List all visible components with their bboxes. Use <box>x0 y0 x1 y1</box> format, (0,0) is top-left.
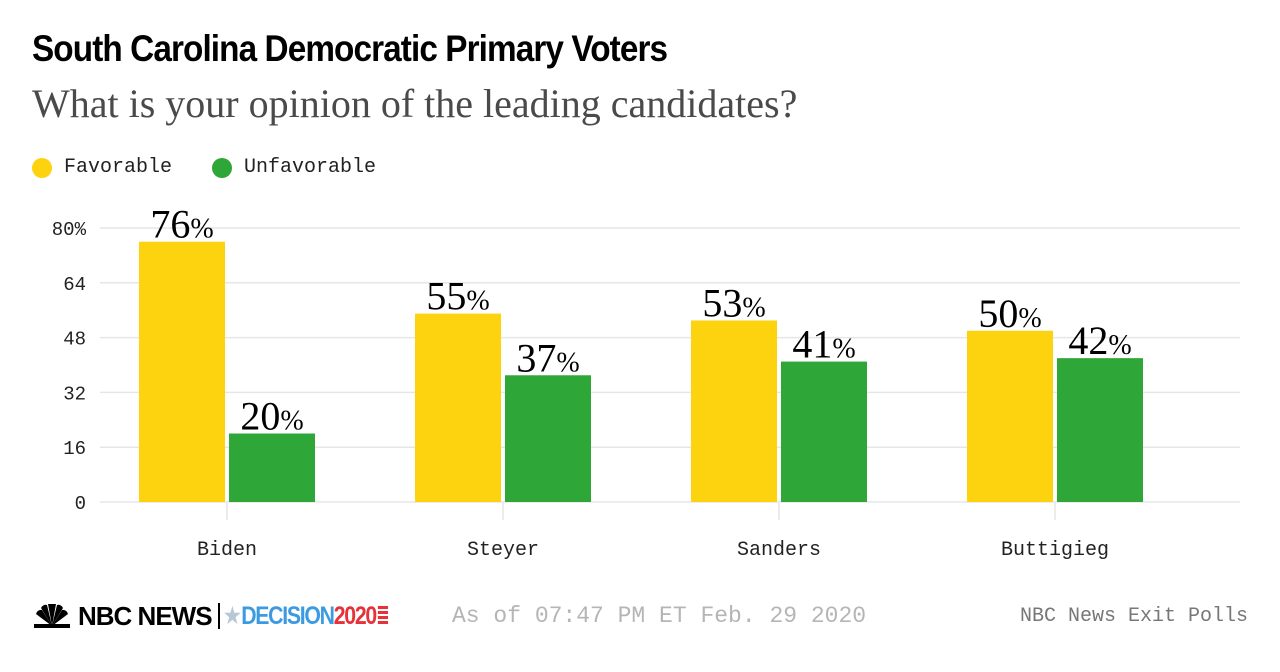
legend-label-favorable: Favorable <box>64 156 173 179</box>
bar-favorable-sanders <box>691 320 777 502</box>
y-tick-label: 80% <box>52 219 87 241</box>
value-label: 50% <box>978 291 1041 336</box>
decision-text: DECISION <box>240 601 335 630</box>
bar-unfavorable-steyer <box>505 375 591 502</box>
decision-2020-logo: ★ DECISION 2020 <box>224 602 388 631</box>
value-label: 55% <box>426 274 489 319</box>
value-label: 41% <box>792 322 855 367</box>
legend-swatch-favorable <box>32 157 52 178</box>
nbc-news-logo: NBC NEWS <box>32 600 213 632</box>
legend-swatch-unfavorable <box>212 157 233 178</box>
bar-favorable-steyer <box>415 313 501 502</box>
chart-subtitle: What is your opinion of the leading cand… <box>32 81 798 126</box>
x-tick-label: Steyer <box>467 539 539 562</box>
y-axis-ticks: 0 16 32 48 64 80% <box>52 219 87 515</box>
value-labels: 76% 20% 55% 37% 53% 41% 50% 42% <box>150 202 1131 439</box>
y-tick-label: 32 <box>63 383 86 405</box>
y-tick-label: 16 <box>63 438 86 460</box>
legend-item-unfavorable: Unfavorable <box>212 156 376 179</box>
nbc-news-wordmark: NBC NEWS <box>78 600 213 631</box>
x-tick-label: Buttigieg <box>1001 539 1109 562</box>
chart-title: South Carolina Democratic Primary Voters <box>32 28 668 69</box>
bar-favorable-biden <box>139 241 225 502</box>
bar-chart: 0 16 32 48 64 80% 76% 20% 55% 37% 53% 41% 50% 42% Bi… <box>52 202 1240 562</box>
source-label: NBC News Exit Polls <box>1019 604 1248 628</box>
flag-stripes-icon <box>377 606 388 626</box>
value-label: 37% <box>516 335 579 380</box>
y-tick-label: 48 <box>63 329 86 351</box>
bar-unfavorable-sanders <box>781 361 867 502</box>
value-label: 42% <box>1068 318 1131 363</box>
timestamp: As of 07:47 PM ET Feb. 29 2020 <box>452 603 867 629</box>
value-label: 76% <box>150 202 213 247</box>
star-icon: ★ <box>223 603 241 628</box>
bar-favorable-buttigieg <box>967 330 1053 502</box>
y-tick-label: 64 <box>63 274 86 296</box>
peacock-icon <box>34 604 70 628</box>
logo-divider <box>217 603 220 629</box>
footer: NBC NEWS ★ DECISION 2020 As of 07:47 PM … <box>32 596 1248 636</box>
decision-year: 2020 <box>333 601 376 630</box>
x-tick-label: Sanders <box>737 539 821 562</box>
bar-unfavorable-buttigieg <box>1057 358 1143 502</box>
y-tick-label: 0 <box>75 493 86 515</box>
bar-unfavorable-biden <box>229 433 315 502</box>
value-label: 53% <box>702 280 765 325</box>
x-axis-ticks: Biden Steyer Sanders Buttigieg <box>197 502 1109 562</box>
value-label: 20% <box>240 394 303 439</box>
legend-item-favorable: Favorable <box>32 156 172 179</box>
legend: Favorable Unfavorable <box>32 156 416 179</box>
legend-label-unfavorable: Unfavorable <box>244 156 377 179</box>
bars <box>139 241 1143 502</box>
x-tick-label: Biden <box>197 539 257 562</box>
